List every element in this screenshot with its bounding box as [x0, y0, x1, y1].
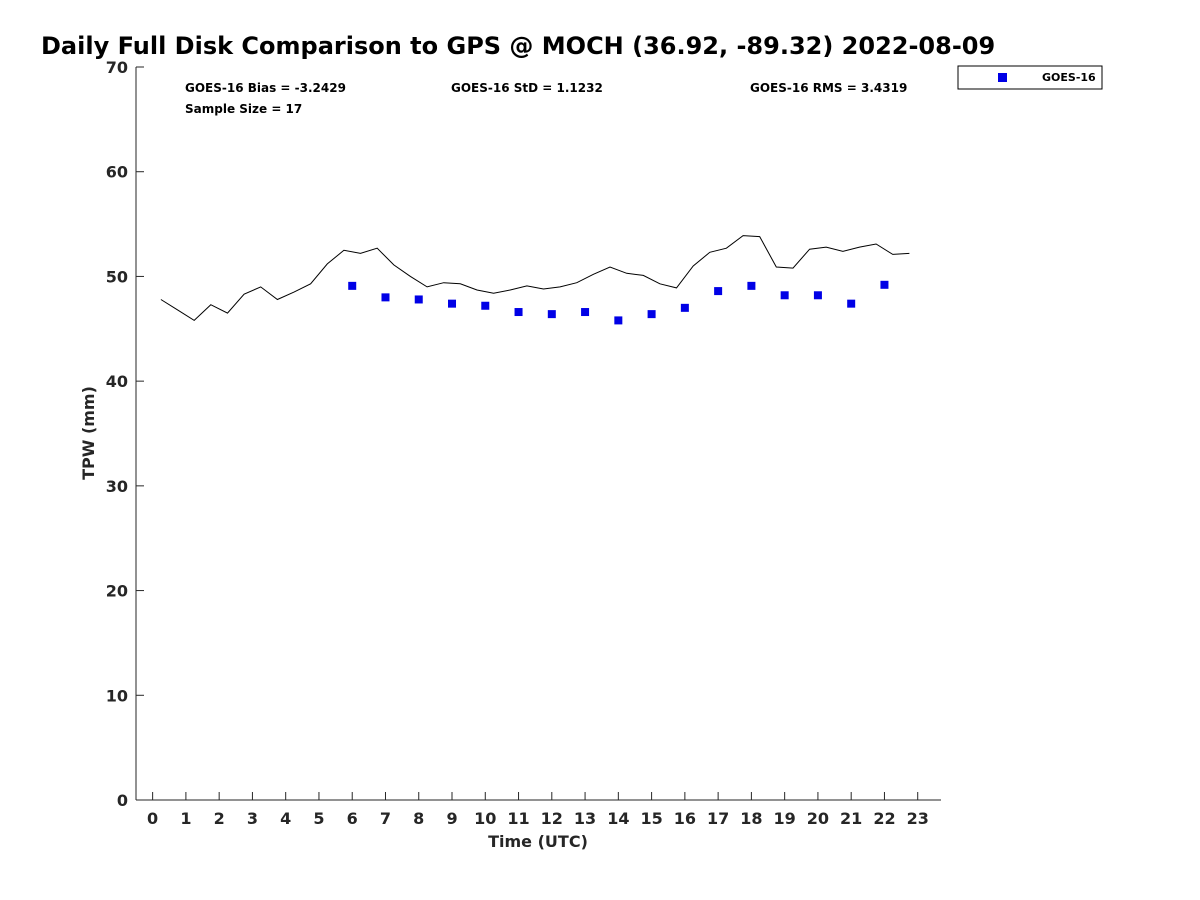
- x-tick-label: 7: [380, 809, 391, 828]
- goes-16-point: [714, 287, 723, 296]
- goes-16-point: [614, 316, 623, 325]
- x-tick-label: 14: [607, 809, 629, 828]
- goes-16-point: [880, 280, 889, 289]
- x-tick-label: 5: [313, 809, 324, 828]
- x-tick-label: 20: [807, 809, 829, 828]
- x-tick-label: 17: [707, 809, 729, 828]
- goes-16-point: [747, 281, 756, 290]
- x-axis-label: Time (UTC): [488, 832, 588, 851]
- goes-16-point: [647, 310, 656, 319]
- x-tick-label: 1: [180, 809, 191, 828]
- rms-stat: GOES-16 RMS = 3.4319: [750, 81, 907, 95]
- x-tick-label: 13: [574, 809, 596, 828]
- goes-16-point: [414, 295, 423, 304]
- x-tick-label: 22: [873, 809, 895, 828]
- y-tick-label: 40: [106, 372, 128, 391]
- y-axis-label: TPW (mm): [79, 386, 98, 480]
- goes-16-point: [813, 291, 822, 300]
- x-tick-label: 19: [774, 809, 796, 828]
- goes-16-point: [847, 299, 856, 308]
- x-tick-label: 11: [507, 809, 529, 828]
- y-tick-label: 0: [117, 791, 128, 810]
- x-tick-label: 16: [674, 809, 696, 828]
- goes-16-point: [547, 310, 556, 319]
- x-tick-label: 3: [247, 809, 258, 828]
- y-tick-label: 20: [106, 582, 128, 601]
- legend-box: [957, 65, 1103, 90]
- std-stat: GOES-16 StD = 1.1232: [451, 81, 603, 95]
- chart-title: Daily Full Disk Comparison to GPS @ MOCH…: [41, 32, 995, 60]
- y-tick-label: 30: [106, 477, 128, 496]
- y-tick-label: 70: [106, 58, 128, 77]
- legend-marker: [998, 73, 1007, 82]
- x-tick-label: 12: [541, 809, 563, 828]
- y-tick-label: 50: [106, 267, 128, 286]
- bias-stat: GOES-16 Bias = -3.2429: [185, 81, 346, 95]
- sample-size-stat: Sample Size = 17: [185, 102, 302, 116]
- legend-label: GOES-16: [1042, 71, 1096, 84]
- goes-16-point: [680, 303, 689, 312]
- y-tick-label: 60: [106, 163, 128, 182]
- x-tick-label: 0: [147, 809, 158, 828]
- goes-16-point: [348, 281, 357, 290]
- y-tick-label: 10: [106, 686, 128, 705]
- x-tick-label: 6: [347, 809, 358, 828]
- goes-16-point: [581, 308, 590, 317]
- x-tick-label: 2: [214, 809, 225, 828]
- legend: GOES-16: [957, 65, 1103, 90]
- goes-16-point: [381, 293, 390, 302]
- goes-16-point: [448, 299, 457, 308]
- goes-16-point: [481, 301, 490, 310]
- gps-tpw-line: [160, 235, 910, 322]
- goes-16-point: [514, 308, 523, 317]
- x-tick-label: 10: [474, 809, 496, 828]
- x-tick-label: 9: [446, 809, 457, 828]
- x-tick-label: 8: [413, 809, 424, 828]
- x-tick-label: 15: [640, 809, 662, 828]
- x-tick-label: 4: [280, 809, 291, 828]
- goes-16-point: [780, 291, 789, 300]
- x-tick-label: 21: [840, 809, 862, 828]
- x-tick-label: 23: [907, 809, 929, 828]
- x-tick-label: 18: [740, 809, 762, 828]
